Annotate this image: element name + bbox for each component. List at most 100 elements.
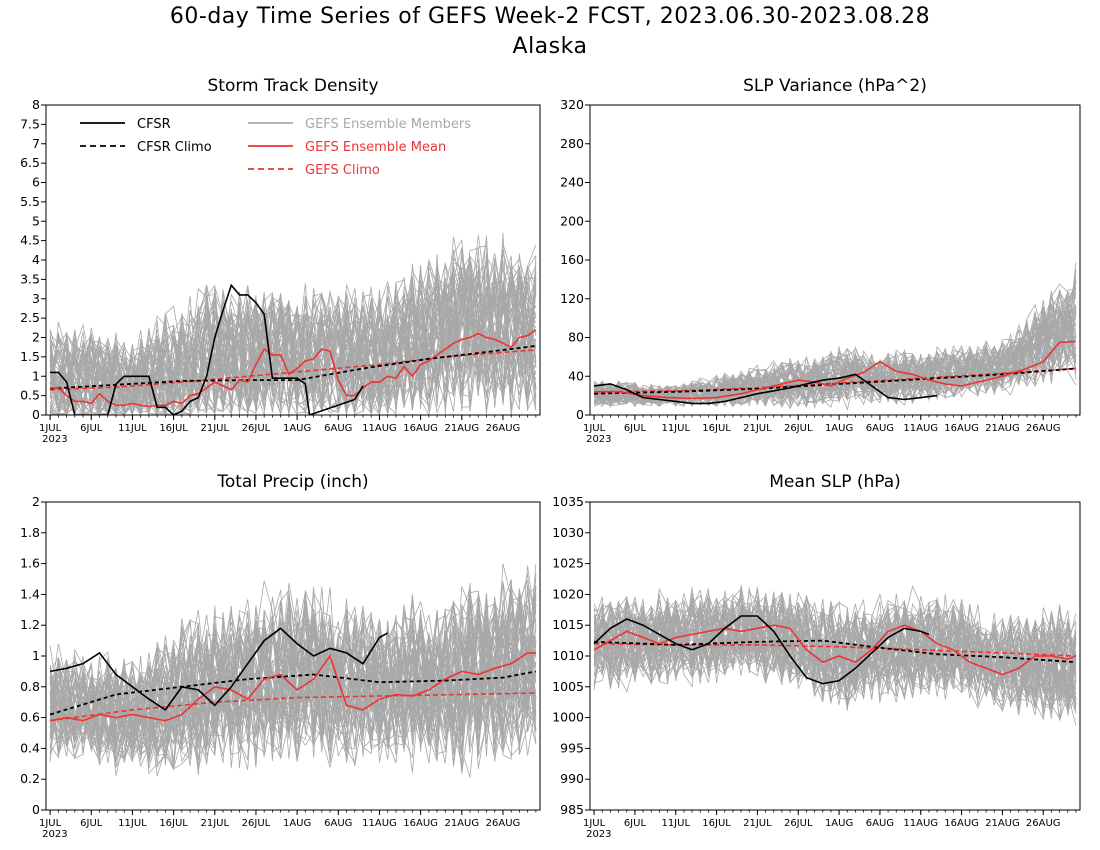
x-tick-label: 1AUG [283,423,311,434]
y-tick-label: 1020 [552,586,584,601]
ensemble-member-line [49,593,537,763]
y-tick-label: 200 [560,213,584,228]
x-tick-label: 1JUL [583,818,606,829]
chart-storm: Storm Track Density 0 0.5 1 1.5 2 2.5 3 3.5 4 4.5 5… [20,76,541,445]
ensemble-member-line [593,303,1077,406]
panel-title: SLP Variance (hPa^2) [743,76,927,96]
ensemble-member-line [594,591,1077,721]
ensemble-member-line [49,581,537,764]
ensemble-member-line [49,609,537,759]
y-tick-label: 240 [560,175,584,190]
y-tick-label: 1 [32,368,40,383]
y-tick-label: 1035 [552,494,584,509]
ensemble-member-line [593,308,1076,408]
y-tick-label: 6.5 [20,155,40,170]
cfsr-line [50,283,364,415]
y-tick-label: 6 [32,175,40,190]
x-tick-label: 6JUL [624,818,647,829]
ensemble-member-line [593,595,1077,708]
ensemble-member-line [594,315,1077,407]
y-tick-label: 1025 [552,556,584,571]
y-tick-label: 5.5 [20,194,40,209]
x-tick-label: 1AUG [283,818,311,829]
y-tick-label: 0.2 [20,771,40,786]
plot-area-slp [593,584,1077,726]
y-tick-label: 0.6 [20,710,40,725]
y-tick-label: 280 [560,136,584,151]
x-tick-label: 26AUG [1026,818,1061,829]
gefs-climo-line [50,349,536,391]
plot-area-storm [49,232,537,415]
x-tick-label: 6AUG [324,423,352,434]
x-tick-label: 21AUG [444,818,479,829]
y-tick-label: 1 [32,648,40,663]
x-tick-label: 26AUG [1026,423,1061,434]
chart-slpvar: SLP Variance (hPa^2) 0 40 80 120 160 200 240 280… [560,76,1081,445]
gefs-climo-line [49,692,536,722]
gefs-climo-line [594,642,1076,657]
figure-title: 60-day Time Series of GEFS Week-2 FCST, … [169,4,931,29]
legend-gefs-climo-label: GEFS Climo [305,163,380,178]
x-tick-label: 21JUL [200,423,229,434]
x-year-label: 2023 [586,829,611,840]
x-tick-label: 11AUG [362,423,397,434]
x-tick-label: 16JUL [702,818,731,829]
y-tick-label: 8 [32,97,40,112]
y-tick-label: 0 [576,407,584,422]
ensemble-member-line [49,271,537,415]
y-tick-label: 3.5 [20,271,40,286]
y-tick-label: 1.5 [20,349,40,364]
ensemble-member-line [593,596,1077,702]
x-tick-label: 16AUG [403,423,438,434]
y-tick-label: 1010 [552,648,584,663]
ensemble-member-line [49,609,537,755]
cfsr-climo-line [49,670,537,716]
x-tick-label: 11JUL [118,818,147,829]
panel-title: Storm Track Density [207,76,378,96]
x-tick-label: 26AUG [486,818,521,829]
x-tick-label: 26JUL [784,818,813,829]
y-tick-label: 0.4 [20,740,40,755]
ensemble-member-line [49,257,537,415]
x-tick-label: 21AUG [985,818,1020,829]
cfsr-climo-line [594,639,1076,664]
x-tick-label: 21AUG [985,423,1020,434]
x-tick-label: 21JUL [200,818,229,829]
y-tick-label: 4.5 [20,233,40,248]
x-tick-label: 11JUL [118,423,147,434]
x-year-label: 2023 [42,829,67,840]
ensemble-member-line [49,282,537,414]
cfsr-climo-line [594,367,1076,395]
legend-gefs-members-label: GEFS Ensemble Members [305,117,471,132]
x-tick-label: 16JUL [702,423,731,434]
x-tick-label: 1JUL [583,423,606,434]
x-tick-label: 1AUG [825,423,853,434]
y-tick-label: 1005 [552,679,584,694]
ensemble-member-line [49,284,537,415]
x-tick-label: 6JUL [80,423,103,434]
y-tick-label: 7 [32,136,40,151]
ensemble-member-line [593,306,1077,408]
ensemble-member-line [593,604,1077,698]
gefs-mean-line [50,329,537,408]
cfsr-line [593,615,930,685]
y-tick-label: 80 [568,330,584,345]
x-tick-label: 1JUL [39,818,62,829]
x-tick-label: 26AUG [486,423,521,434]
x-tick-label: 11AUG [903,818,938,829]
y-tick-label: 2.5 [20,310,40,325]
y-tick-label: 4 [32,252,40,267]
y-tick-label: 1.4 [20,586,40,601]
y-tick-label: 1015 [552,617,584,632]
x-tick-label: 6JUL [624,423,647,434]
y-tick-label: 7.5 [20,116,40,131]
ensemble-member-line [49,611,537,769]
y-tick-label: 1000 [552,710,584,725]
x-tick-label: 26JUL [242,818,271,829]
legend-cfsr-climo-label: CFSR Climo [137,140,212,155]
x-tick-label: 6AUG [324,818,352,829]
x-tick-label: 11JUL [661,423,690,434]
ensemble-member-line [49,597,537,771]
x-tick-label: 26JUL [242,423,271,434]
cfsr-line [594,373,938,405]
